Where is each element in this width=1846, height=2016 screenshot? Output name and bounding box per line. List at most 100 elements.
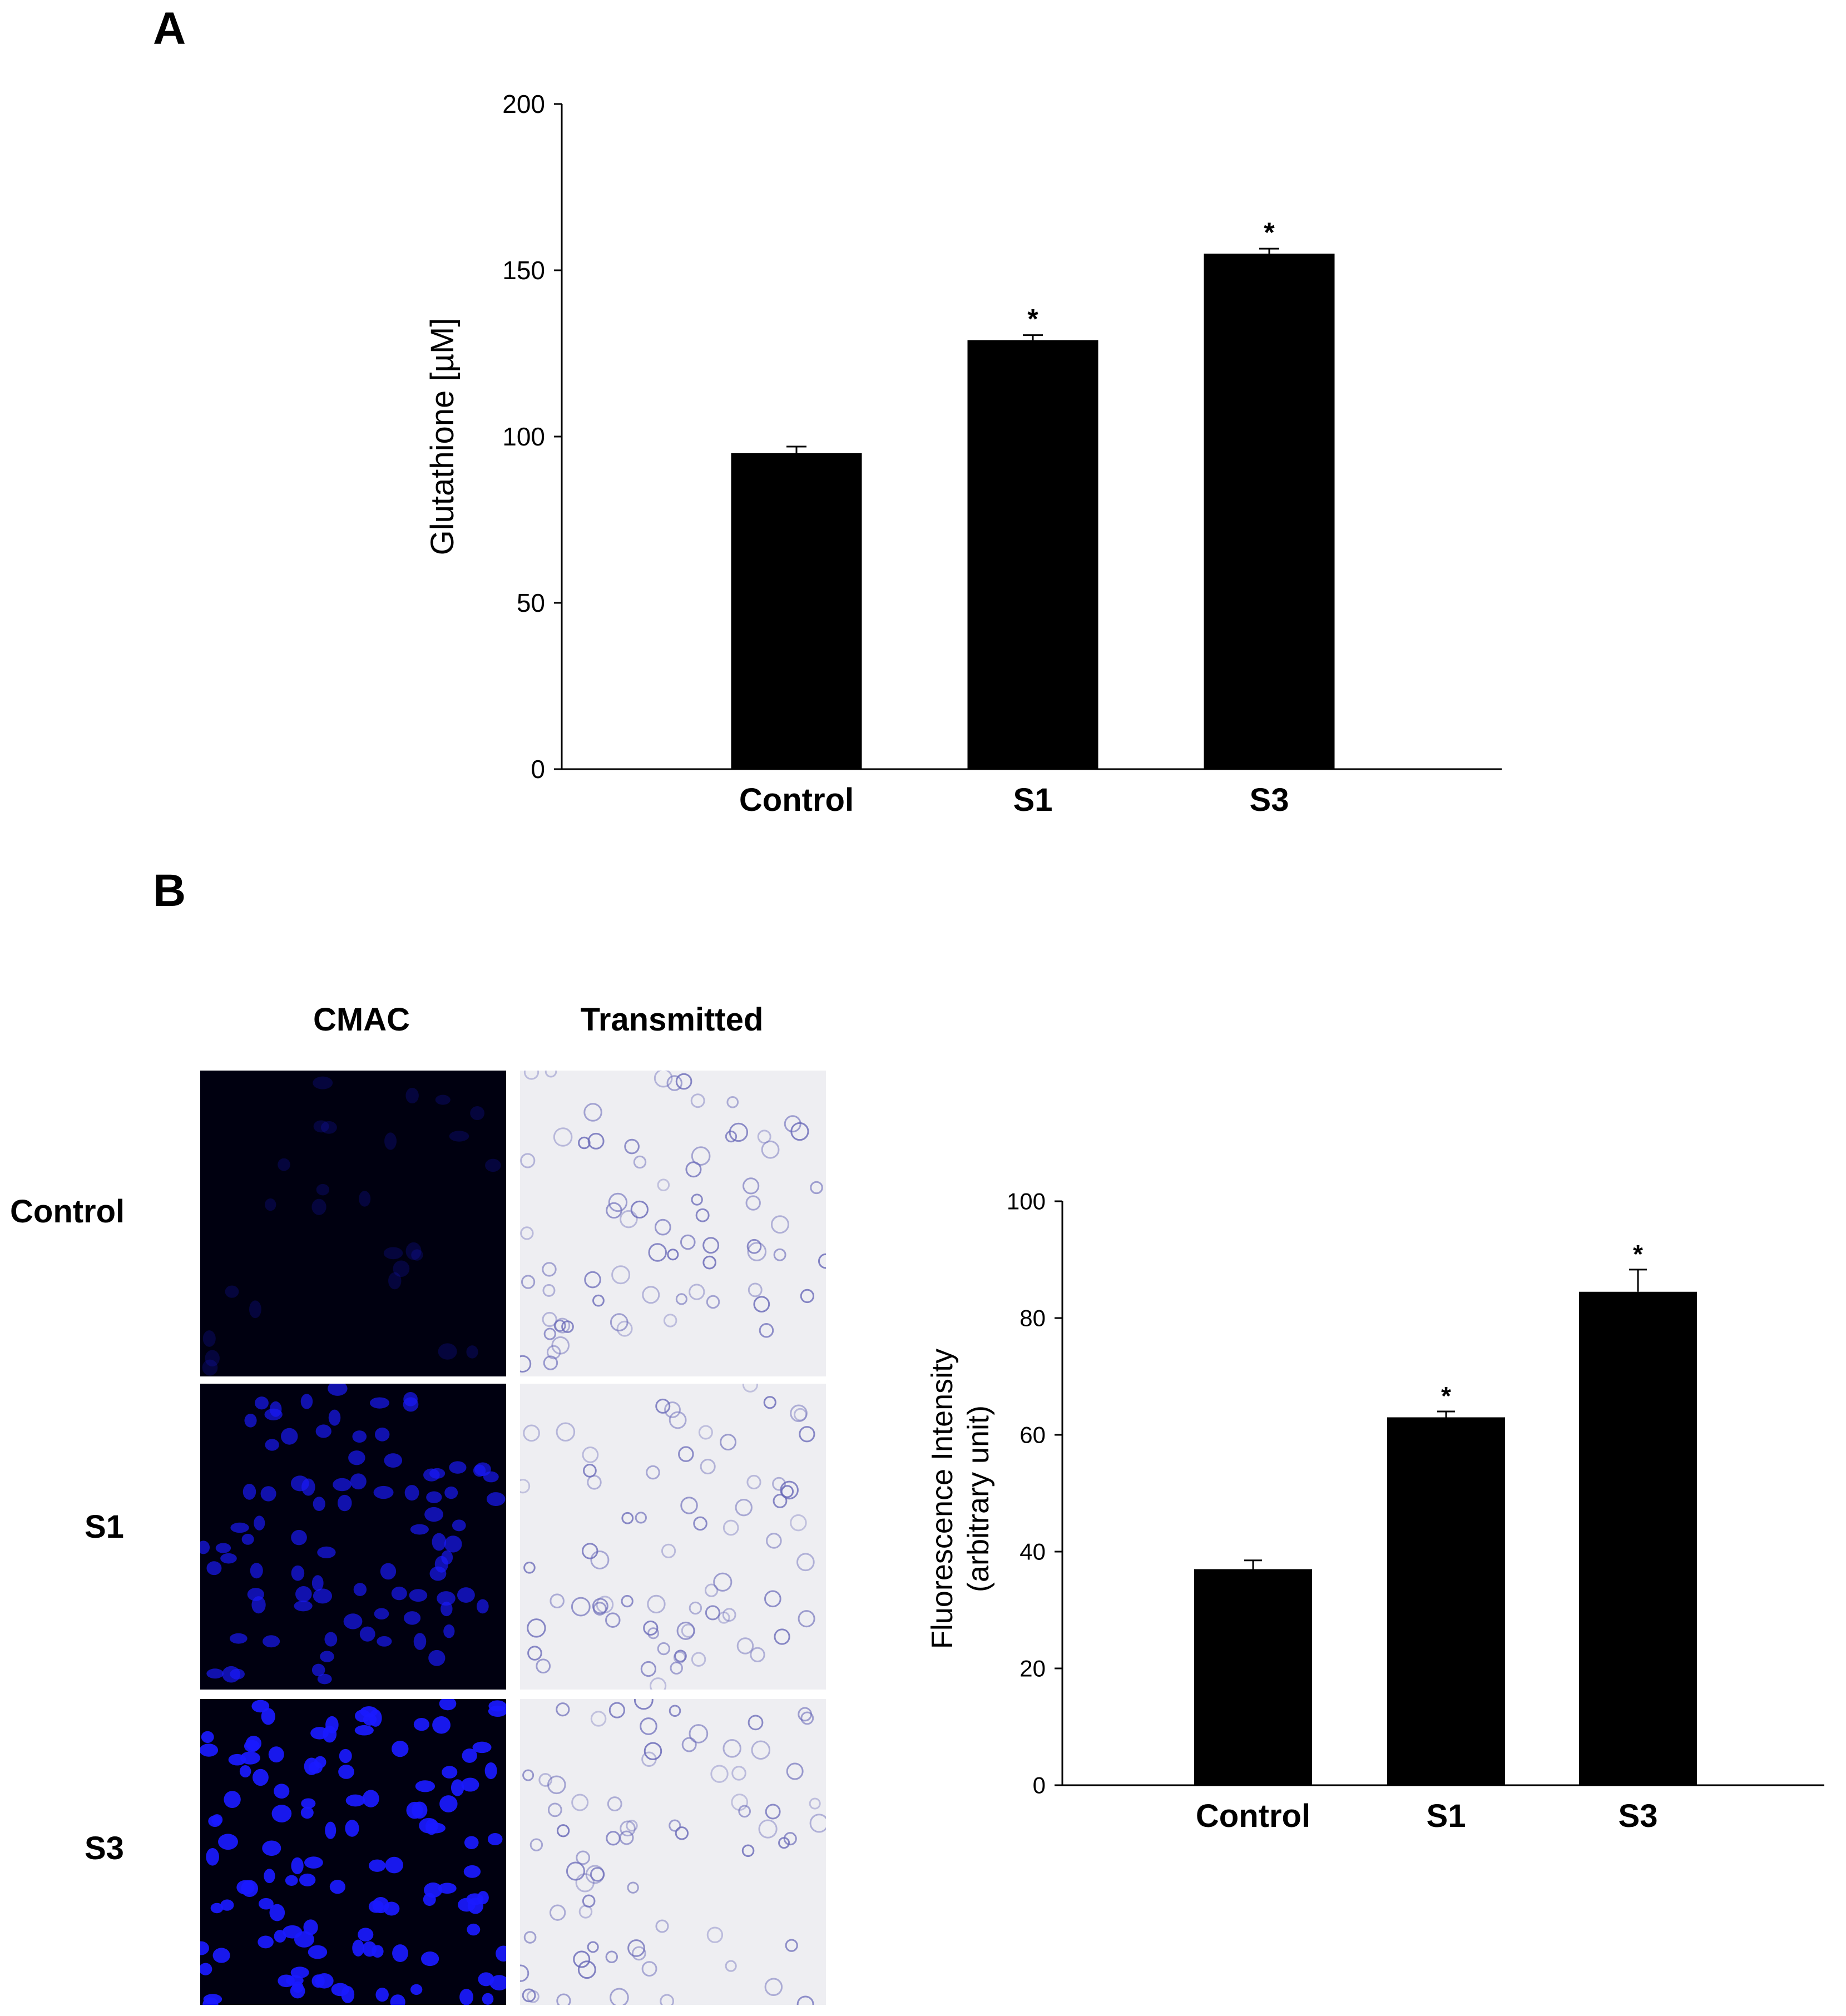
cell-outline (745, 1195, 761, 1211)
cell-outline (675, 1826, 689, 1840)
cell-outline (670, 1661, 683, 1675)
cell-outline (742, 1384, 759, 1393)
cell-outline (575, 1873, 595, 1893)
stained-nucleus (432, 1533, 447, 1551)
bar-s3 (1204, 254, 1335, 770)
cell-outline (547, 1802, 562, 1817)
column-header-cmac: CMAC (313, 1002, 410, 1038)
y-tick-label: 200 (502, 90, 545, 118)
cmac-background (200, 1071, 506, 1376)
cell-outline (676, 1621, 695, 1640)
stained-nucleus (473, 1464, 486, 1477)
cell-outline (640, 1717, 657, 1735)
stained-nucleus (215, 1543, 231, 1553)
stained-nucleus (466, 1893, 484, 1905)
cell-outline (578, 1136, 591, 1150)
stained-nucleus (311, 1974, 325, 1988)
stained-nucleus (205, 1350, 220, 1367)
stained-nucleus (311, 1198, 326, 1215)
cell-outline (680, 1497, 698, 1514)
cell-outline (773, 1493, 788, 1508)
cell-outline (774, 1628, 790, 1645)
cell-outline (520, 1964, 529, 1982)
stained-nucleus (413, 1717, 429, 1731)
transmitted-image-s1 (520, 1384, 826, 1690)
cell-outline (583, 1103, 602, 1122)
cell-outline (649, 1677, 667, 1690)
transmitted-image-s3 (520, 1699, 826, 2005)
cell-outline (818, 1253, 826, 1269)
cmac-s3-canvas (200, 1699, 506, 2005)
cell-outline (690, 1093, 705, 1108)
stained-nucleus (359, 1626, 375, 1642)
cell-outline (758, 1819, 778, 1839)
stained-nucleus (393, 1260, 410, 1277)
cell-outline (810, 1181, 823, 1195)
stained-nucleus (377, 1636, 392, 1647)
cell-outline (521, 1275, 536, 1289)
stained-nucleus (463, 1865, 481, 1878)
bar-s3 (1579, 1291, 1697, 1785)
cell-outline (578, 1905, 593, 1919)
y-tick-label: 80 (1019, 1305, 1046, 1331)
stained-nucleus (281, 1428, 298, 1445)
stained-nucleus (390, 1994, 405, 2005)
cell-outline (674, 1650, 687, 1663)
cell-outline (543, 1355, 558, 1370)
cell-outline (735, 1498, 753, 1517)
cell-outline (698, 1425, 713, 1440)
cell-outline (620, 1210, 638, 1229)
stained-nucleus (488, 1700, 506, 1712)
cell-outline (726, 1096, 739, 1108)
cmac-s1-canvas (200, 1384, 506, 1690)
cell-outline (667, 1249, 679, 1261)
stained-nucleus (260, 1486, 276, 1502)
stained-nucleus (264, 1869, 275, 1884)
stained-nucleus (368, 1859, 386, 1872)
y-tick-label: 0 (531, 755, 545, 784)
stained-nucleus (311, 1575, 324, 1591)
cell-outline (663, 1314, 677, 1328)
stained-nucleus (200, 1963, 212, 1975)
stained-nucleus (452, 1519, 466, 1532)
stained-nucleus (405, 1087, 419, 1104)
cell-outline (738, 1805, 751, 1818)
column-header-transmitted: Transmitted (580, 1002, 764, 1038)
stained-nucleus (383, 1247, 403, 1260)
panel-b-label: B (153, 865, 186, 916)
cell-outline (616, 1320, 633, 1337)
cell-outline (796, 1553, 815, 1572)
cell-outline (731, 1794, 749, 1811)
stained-nucleus (404, 1485, 419, 1501)
cell-outline (545, 1071, 557, 1078)
cell-outline (573, 1950, 591, 1968)
stained-nucleus (484, 1762, 497, 1780)
stained-nucleus (392, 1741, 409, 1757)
cell-outline (785, 1939, 798, 1952)
stained-nucleus (354, 1725, 374, 1736)
cell-outline (704, 1583, 719, 1597)
cell-outline (713, 1572, 733, 1592)
cell-outline (556, 1824, 570, 1837)
stained-nucleus (292, 1981, 304, 1993)
stained-nucleus (200, 1941, 209, 1955)
glutathione-bar-chart: 0 50 100 150 200 Control * S1 * S3 Glutathione [µM… (424, 90, 1502, 818)
cell-outline (722, 1608, 736, 1622)
cell-outline (809, 1797, 821, 1810)
cell-outline (520, 1226, 534, 1240)
stained-nucleus (278, 1158, 290, 1171)
transmitted-s3-canvas (520, 1699, 826, 2005)
cell-outline (644, 1742, 662, 1761)
cell-outline (654, 1071, 673, 1088)
stained-nucleus (467, 1923, 481, 1936)
cell-outline (729, 1122, 749, 1142)
stained-nucleus (291, 1565, 305, 1581)
stained-nucleus (324, 1632, 338, 1647)
stained-nucleus (472, 1741, 492, 1754)
stained-nucleus (310, 1727, 329, 1740)
cell-outline (757, 1130, 771, 1144)
cell-outline (809, 1814, 826, 1833)
cell-outline (571, 1597, 591, 1617)
stained-nucleus (339, 1748, 352, 1764)
stained-nucleus (359, 1191, 371, 1207)
